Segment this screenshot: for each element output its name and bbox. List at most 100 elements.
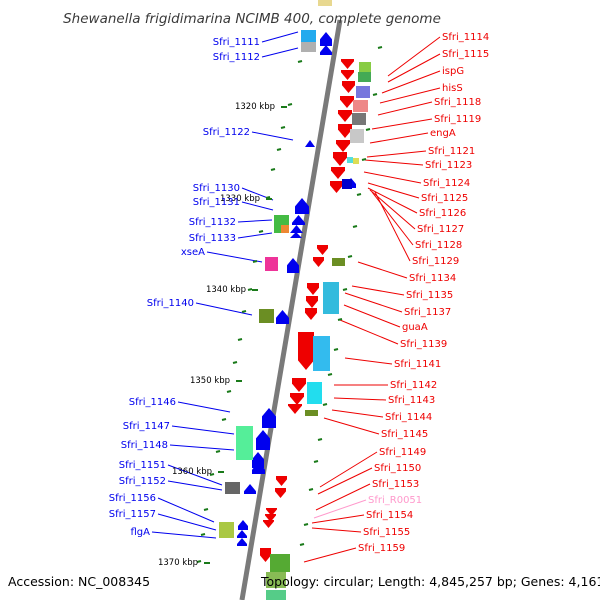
gene-feature-box <box>270 554 290 572</box>
gene-box-magenta <box>265 257 278 271</box>
position-ticks <box>196 46 383 563</box>
gene-box-cyan <box>301 30 316 42</box>
gene-label-right: Sfri_1137 <box>404 307 451 318</box>
gene-arrow-reverse <box>336 140 350 152</box>
connector-line <box>367 187 418 214</box>
gene-arrow-forward <box>320 45 332 55</box>
gene-feature-box <box>307 382 322 404</box>
connector-line <box>251 131 294 141</box>
connector-line <box>171 425 235 435</box>
gene-label-right: Sfri_1119 <box>434 114 481 125</box>
gene-label-right: Sfri_1127 <box>417 224 464 235</box>
connector-line <box>369 132 429 144</box>
gene-label-right: Sfri_1124 <box>423 178 470 189</box>
gene-label-left: Sfri_1133 <box>189 233 236 244</box>
genome-backbone <box>239 19 343 600</box>
gene-label-left: Sfri_1156 <box>109 493 156 504</box>
gene-arrow-reverse <box>275 488 286 498</box>
tick-mark <box>361 158 367 161</box>
tick-mark <box>221 418 227 421</box>
connector-line <box>261 31 299 43</box>
gene-feature-box <box>225 482 240 494</box>
connector-line <box>177 401 231 413</box>
connector-line <box>333 397 387 401</box>
gene-arrow-reverse <box>317 245 328 255</box>
gene-label-right: Sfri_1126 <box>419 208 466 219</box>
gene-label-right: Sfri_1159 <box>358 543 405 554</box>
gene-feature-box <box>358 72 371 82</box>
gene-feature-box <box>332 258 345 266</box>
gene-box-green <box>236 426 253 460</box>
tick-mark <box>265 196 271 199</box>
gene-label-left: flgA <box>131 527 151 538</box>
gene-label-left: Sfri_1147 <box>123 421 170 432</box>
tick-mark <box>270 168 276 171</box>
gene-box-cyan <box>313 336 330 371</box>
gene-label-right: Sfri_1149 <box>379 447 426 458</box>
tick-mark <box>247 288 253 291</box>
gene-label-left: Sfri_1122 <box>203 127 250 138</box>
tick-mark <box>299 543 305 546</box>
connector-line <box>344 357 393 365</box>
connector-line <box>374 191 411 262</box>
gene-label-right: hisS <box>442 83 463 94</box>
tick-mark <box>276 148 282 151</box>
gene-arrow-reverse <box>307 283 319 295</box>
gene-arrow-forward <box>252 462 265 474</box>
gene-arrow-reverse <box>341 59 354 69</box>
gene-feature-box <box>359 62 371 72</box>
connector-line <box>364 159 424 166</box>
gene-feature-box <box>352 113 366 125</box>
gene-label-right: guaA <box>402 322 428 333</box>
gene-feature-box <box>318 0 332 6</box>
connector-line <box>357 261 408 279</box>
connector-line <box>343 304 401 328</box>
connector-line <box>381 70 441 94</box>
gene-label-left: Sfri_1131 <box>193 197 240 208</box>
gene-arrow-forward <box>295 198 309 214</box>
kbp-label: 1340 kbp <box>206 285 246 295</box>
gene-label-left: Sfri_1157 <box>109 509 156 520</box>
gene-arrow-reverse <box>305 308 317 320</box>
gene-label-right: Sfri_1141 <box>394 359 441 370</box>
gene-arrow-reverse <box>288 404 302 414</box>
gene-label-right: Sfri_1145 <box>381 429 428 440</box>
gene-label-left: Sfri_1151 <box>119 460 166 471</box>
tick-mark <box>365 128 371 131</box>
gene-label-right: Sfri_1142 <box>390 380 437 391</box>
gene-feature-box <box>353 158 359 164</box>
kbp-label: 1330 kbp <box>220 194 260 204</box>
gene-arrow-reverse <box>260 548 271 562</box>
tick-mark <box>333 348 339 351</box>
gene-label-right: Sfri_1118 <box>434 97 481 108</box>
connector-line <box>344 292 403 313</box>
gene-label-right: Sfri_1143 <box>388 395 435 406</box>
connector-line <box>261 47 299 58</box>
kbp-label: 1360 kbp <box>172 467 212 477</box>
gene-feature-box <box>356 86 370 98</box>
connector-line <box>331 409 384 418</box>
tick-mark <box>196 560 202 563</box>
gene-arrow-reverse <box>306 296 318 308</box>
connector-line <box>377 101 433 116</box>
connector-line <box>339 319 399 345</box>
backbone-line <box>239 19 343 600</box>
connector-line <box>323 417 380 435</box>
gene-labels: Sfri_1111 Sfri_1112 Sfri_1122 Sfri_1130 Sfri… <box>109 32 489 554</box>
gene-arrow-reverse <box>290 393 304 405</box>
tick-mark <box>337 318 343 321</box>
gene-label-right: Sfri_1114 <box>442 32 489 43</box>
gene-arrow-forward <box>237 530 247 538</box>
gene-label-left: Sfri_1146 <box>129 397 176 408</box>
gene-label-right: Sfri_1129 <box>412 256 459 267</box>
connector-line <box>241 201 274 211</box>
gene-arrow-reverse <box>341 70 354 80</box>
gene-feature-box <box>266 572 286 588</box>
gene-feature-box <box>350 129 364 143</box>
tick-mark <box>215 450 221 453</box>
gene-arrow-reverse <box>276 476 287 486</box>
gene-arrow-forward <box>305 140 315 147</box>
tick-mark <box>237 338 243 341</box>
tick-mark <box>232 361 238 364</box>
